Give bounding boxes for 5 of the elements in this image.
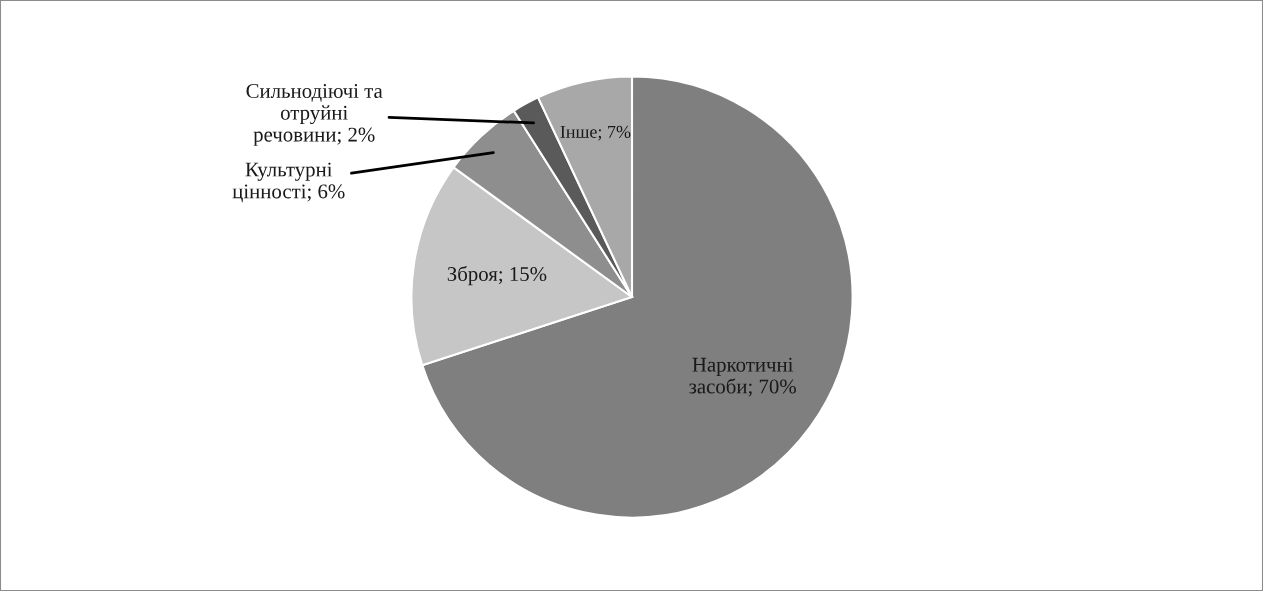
slice-label: Наркотичні засоби; 70% <box>689 357 796 397</box>
slice-label: Зброя; 15% <box>447 265 547 286</box>
slice-label: Культурні цінності; 6% <box>232 162 345 203</box>
slice-label: Інше; 7% <box>560 125 631 141</box>
slice-label: Сильнодіючі та отруйні речовини; 2% <box>246 84 383 146</box>
